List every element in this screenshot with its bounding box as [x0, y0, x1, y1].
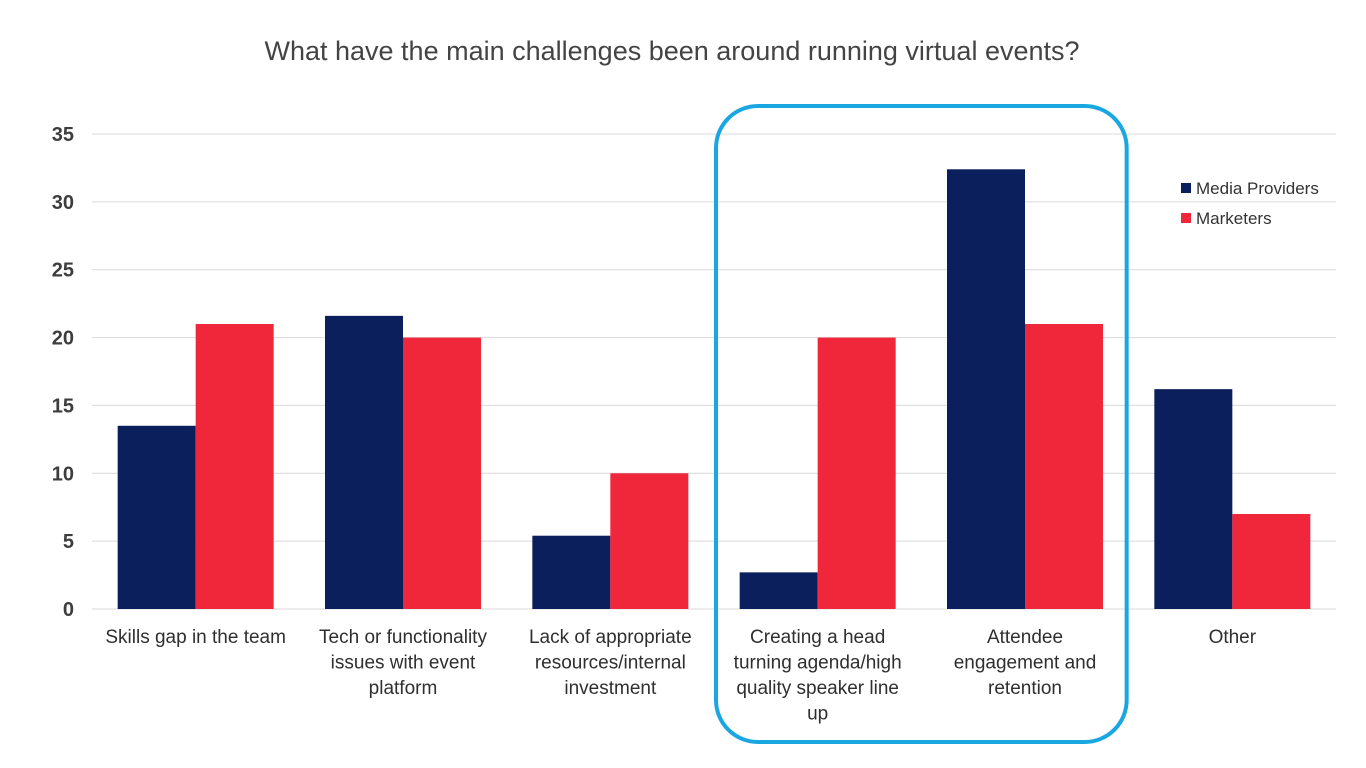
bar-media-providers-0: [117, 425, 196, 609]
y-axis-tick-labels: 0 5 10 15 20 25 30 35: [52, 124, 74, 621]
x-category-label-line: investment: [564, 678, 657, 699]
y-tick-label: 10: [52, 463, 74, 485]
legend-swatch: [1181, 213, 1191, 223]
bar-marketers-2: [610, 473, 689, 609]
highlight-group: [714, 104, 1129, 744]
x-category-label: Attendee engagement and retention: [954, 627, 1097, 699]
x-category-label-line: retention: [988, 678, 1062, 699]
x-category-label-line: Attendee: [987, 627, 1063, 648]
x-category-label-line: Other: [1209, 627, 1257, 648]
x-axis-category-labels: Skills gap in the team Tech or functional…: [105, 627, 1256, 725]
x-category-label-line: platform: [369, 678, 438, 699]
x-category-label-line: turning agenda/high: [734, 653, 902, 674]
x-category-label: Skills gap in the team: [105, 627, 286, 648]
x-category-label-line: up: [807, 704, 828, 725]
chart-title: What have the main challenges been aroun…: [264, 36, 1079, 66]
y-tick-label: 35: [52, 124, 74, 146]
bar-marketers-0: [195, 324, 274, 609]
y-tick-label: 30: [52, 192, 74, 214]
legend-swatch: [1181, 183, 1191, 193]
bar-media-providers-5: [1154, 389, 1233, 609]
highlight-box: [714, 104, 1129, 744]
x-category-label-line: Skills gap in the team: [105, 627, 286, 648]
x-category-label-line: Lack of appropriate: [529, 627, 692, 648]
x-category-label: Creating a head turning agenda/high qualit…: [734, 627, 902, 725]
bar-media-providers-1: [325, 315, 403, 609]
x-category-label-line: Tech or functionality: [319, 627, 487, 648]
x-category-label: Tech or functionality issues with event pl…: [319, 627, 487, 699]
x-category-label-line: quality speaker line: [736, 678, 899, 699]
y-tick-label: 15: [52, 395, 74, 417]
bars: [117, 169, 1311, 610]
bar-media-providers-4: [947, 169, 1025, 610]
y-tick-label: 25: [52, 260, 74, 282]
legend-label: Marketers: [1196, 209, 1272, 228]
x-category-label: Other: [1209, 627, 1257, 648]
bar-marketers-1: [403, 337, 481, 609]
x-category-label-line: resources/internal: [535, 653, 686, 674]
x-category-label-line: Creating a head: [750, 627, 885, 648]
bar-marketers-3: [817, 337, 896, 609]
legend-label: Media Providers: [1196, 179, 1319, 198]
legend: Media Providers Marketers: [1181, 179, 1319, 228]
x-category-label: Lack of appropriate resources/internal inv…: [529, 627, 692, 699]
x-category-label-line: engagement and: [954, 653, 1097, 674]
bar-marketers-4: [1025, 324, 1103, 609]
bar-media-providers-3: [739, 572, 818, 609]
bar-marketers-5: [1232, 514, 1311, 609]
y-tick-label: 20: [52, 328, 74, 350]
y-tick-label: 0: [63, 599, 74, 621]
x-category-label-line: issues with event: [331, 653, 476, 674]
bar-media-providers-2: [532, 535, 611, 609]
y-tick-label: 5: [63, 531, 74, 553]
